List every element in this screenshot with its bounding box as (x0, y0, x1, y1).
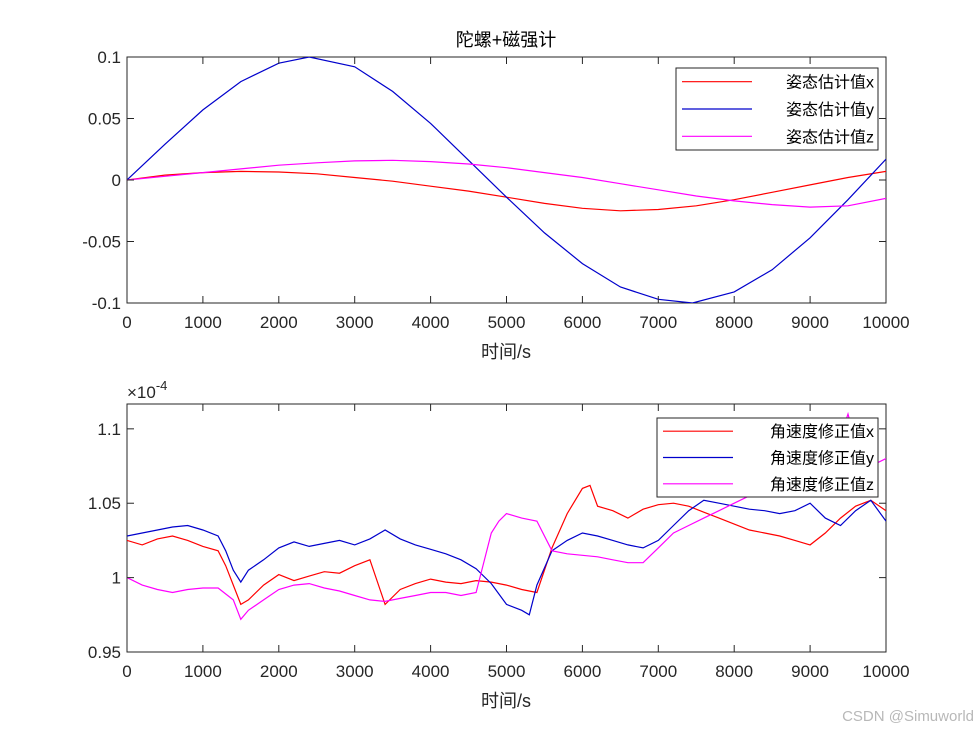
top-y-tick-label: -0.1 (92, 294, 121, 313)
top-x-tick-label: 3000 (336, 313, 374, 332)
bottom-x-tick-label: 8000 (715, 662, 753, 681)
top-x-tick-label: 5000 (488, 313, 526, 332)
bottom-y-tick-label: 1.05 (88, 494, 121, 513)
bottom-tick-group: 0 1000 2000 3000 4000 5000 6000 7000 8000 9000 100… (88, 404, 910, 681)
top-x-tick-label: 0 (122, 313, 131, 332)
bottom-x-tick-label: 0 (122, 662, 131, 681)
top-x-tick-label: 4000 (412, 313, 450, 332)
top-y-tick-label: 0 (112, 171, 121, 190)
bottom-x-tick-label: 7000 (639, 662, 677, 681)
bottom-x-tick-label: 4000 (412, 662, 450, 681)
bottom-x-tick-label: 9000 (791, 662, 829, 681)
bottom-x-tick-label: 2000 (260, 662, 298, 681)
bottom-series-line-1 (127, 484, 886, 606)
top-y-tick-label: -0.05 (82, 233, 121, 252)
bottom-legend: 角速度修正值x 角速度修正值y 角速度修正值z (656, 417, 879, 498)
bottom-axes: 0 1000 2000 3000 4000 5000 6000 7000 8000 9000 100… (88, 378, 910, 711)
top-x-tick-label: 6000 (563, 313, 601, 332)
top-tick-group: 0 1000 2000 3000 4000 5000 6000 7000 8000 9000 100… (82, 48, 909, 332)
top-x-tick-label: 2000 (260, 313, 298, 332)
bottom-x-tick-label: 3000 (336, 662, 374, 681)
bottom-legend-label: 角速度修正值z (770, 476, 874, 494)
bottom-x-axis-label: 时间/s (481, 691, 531, 711)
bottom-x-tick-label: 6000 (563, 662, 601, 681)
bottom-legend-label: 角速度修正值x (770, 423, 874, 441)
bottom-x-tick-label: 1000 (184, 662, 222, 681)
top-x-axis-label: 时间/s (481, 342, 531, 362)
top-chart-title: 陀螺+磁强计 (456, 30, 557, 50)
top-legend-label: 姿态估计值x (786, 74, 874, 92)
bottom-y-tick-label: 1.1 (97, 420, 121, 439)
top-y-tick-label: 0.1 (97, 48, 121, 67)
top-x-tick-label: 10000 (862, 313, 909, 332)
top-series-group (127, 57, 886, 303)
bottom-y-tick-label: 0.95 (88, 643, 121, 662)
top-x-tick-label: 1000 (184, 313, 222, 332)
top-series-line-3 (127, 159, 886, 208)
scale-base: ×10 (127, 383, 156, 402)
watermark-text: CSDN @Simuworld (842, 708, 974, 725)
top-x-tick-label: 9000 (791, 313, 829, 332)
bottom-legend-label: 角速度修正值y (770, 450, 874, 468)
top-series-line-2 (127, 57, 886, 303)
bottom-y-tick-label: 1 (112, 569, 121, 588)
top-x-tick-label: 8000 (715, 313, 753, 332)
scale-exponent: -4 (156, 378, 168, 393)
top-axes: 0 1000 2000 3000 4000 5000 6000 7000 8000 9000 100… (82, 30, 909, 362)
top-legend-label: 姿态估计值z (786, 128, 874, 146)
bottom-x-tick-label: 5000 (488, 662, 526, 681)
top-y-tick-label: 0.05 (88, 110, 121, 129)
bottom-scale-label: ×10-4 (127, 378, 167, 402)
top-x-tick-label: 7000 (639, 313, 677, 332)
top-legend-label: 姿态估计值y (786, 101, 874, 119)
bottom-x-tick-label: 10000 (862, 662, 909, 681)
top-legend: 姿态估计值x 姿态估计值y 姿态估计值z (675, 67, 879, 151)
bottom-series-line-2 (127, 499, 886, 616)
